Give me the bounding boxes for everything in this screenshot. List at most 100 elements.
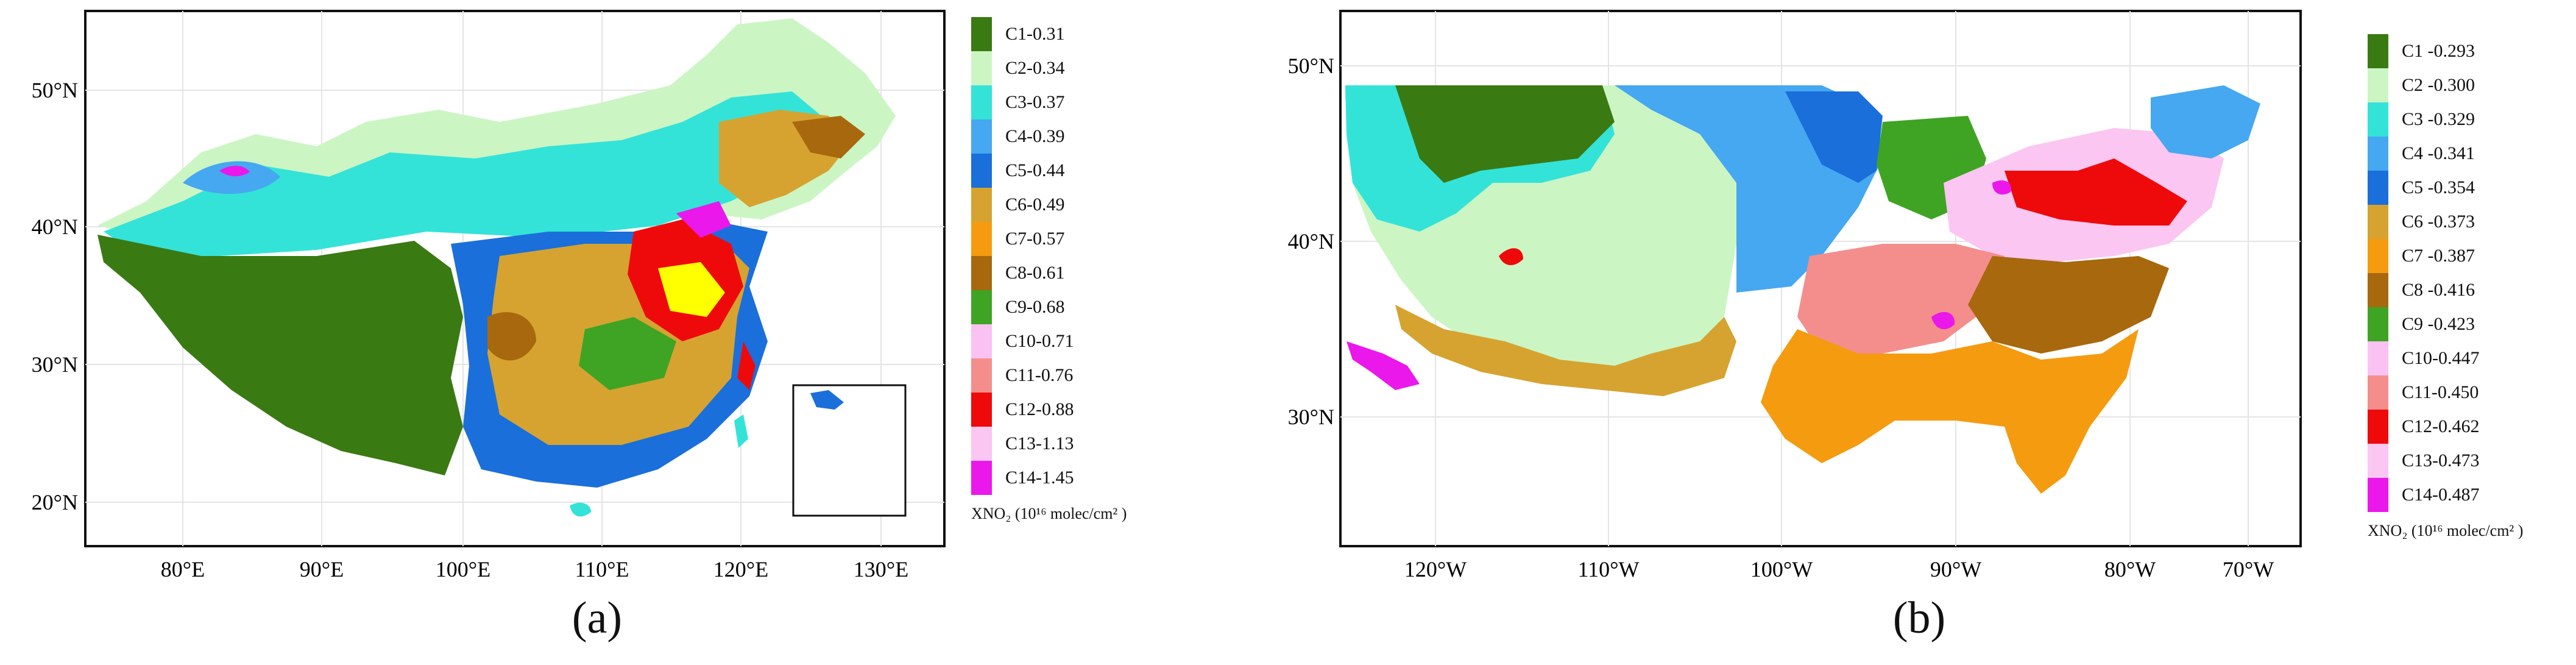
- legend-label: C4 -0.341: [2402, 143, 2475, 163]
- lon-tick: 80°E: [161, 557, 205, 581]
- legend-swatch: [971, 222, 992, 256]
- lon-axis-a: 80°E 90°E 100°E 110°E 120°E 130°E: [161, 557, 908, 581]
- legend-label: C9-0.68: [1005, 297, 1065, 317]
- map-frame-a: [84, 10, 946, 547]
- legend-swatch: [971, 85, 992, 119]
- legend-item: C3 -0.329: [2368, 102, 2475, 137]
- legend-title: XNO₂ (10¹⁶ molec/cm² ): [2368, 522, 2524, 539]
- legend-item: C6-0.49: [971, 188, 1065, 222]
- legend-swatch: [971, 427, 992, 461]
- legend-item: C4 -0.341: [2368, 137, 2475, 171]
- legend-label: C1-0.31: [1005, 24, 1065, 44]
- lat-tick: 40°N: [32, 215, 78, 239]
- lat-tick: 50°N: [1288, 54, 1334, 78]
- legend-swatch: [2368, 410, 2388, 444]
- lon-tick: 90°W: [1930, 557, 1981, 581]
- legend-label: C11-0.76: [1005, 365, 1074, 385]
- legend-item: C12-0.88: [971, 393, 1074, 427]
- legend-item: C9-0.68: [971, 290, 1065, 324]
- usa-landmass: [1345, 85, 2260, 494]
- legend-b: C1 -0.293 C2 -0.300 C3 -0.329 C4 -0.341 …: [2368, 34, 2575, 546]
- lat-tick: 30°N: [1288, 405, 1334, 429]
- map-frame-b: [1339, 10, 2302, 547]
- lat-tick: 40°N: [1288, 229, 1334, 254]
- panel-label-a: (a): [571, 593, 623, 643]
- legend-item: C2-0.34: [971, 51, 1065, 85]
- legend-item: C9 -0.423: [2368, 307, 2475, 341]
- lon-tick: 110°W: [1577, 557, 1639, 581]
- legend-label: C6-0.49: [1005, 194, 1065, 215]
- lon-axis-b: 120°W 110°W 100°W 90°W 80°W 70°W: [1404, 557, 2274, 581]
- legend-swatch: [971, 17, 992, 51]
- legend-swatch: [2368, 102, 2388, 137]
- legend-label: C13-0.473: [2402, 450, 2480, 471]
- legend-label: C1 -0.293: [2402, 41, 2475, 61]
- legend-label: C3 -0.329: [2402, 109, 2475, 129]
- legend-item: C10-0.71: [971, 324, 1074, 358]
- legend-label: C12-0.462: [2402, 416, 2480, 436]
- lon-tick: 70°W: [2223, 557, 2274, 581]
- legend-label: C9 -0.423: [2402, 314, 2475, 334]
- legend-swatch: [2368, 375, 2388, 410]
- legend-swatch: [2368, 341, 2388, 375]
- lon-tick: 100°E: [436, 557, 490, 581]
- legend-label: C10-0.447: [2402, 348, 2480, 368]
- legend-label: C8-0.61: [1005, 263, 1065, 283]
- panel-a-china-map: 50°N 40°N 30°N 20°N 80°E 90°E 100°E 110°…: [0, 0, 1255, 665]
- legend-label: C11-0.450: [2402, 382, 2479, 402]
- legend-item: C3-0.37: [971, 85, 1065, 119]
- panel-label-b: (b): [1892, 593, 1946, 643]
- legend-label: C2 -0.300: [2402, 75, 2475, 95]
- legend-label: C5-0.44: [1005, 160, 1065, 180]
- legend-label: C4-0.39: [1005, 126, 1065, 146]
- legend-label: C14-1.45: [1005, 468, 1074, 488]
- lon-tick: 100°W: [1750, 557, 1813, 581]
- legend-swatch: [971, 358, 992, 393]
- lon-tick: 110°E: [575, 557, 629, 581]
- legend-a: C1-0.31 C2-0.34 C3-0.37 C4-0.39 C5-0.44 …: [971, 17, 1251, 566]
- legend-label: C2-0.34: [1005, 58, 1065, 78]
- legend-label: C5 -0.354: [2402, 177, 2475, 197]
- legend-swatch: [971, 51, 992, 85]
- legend-swatch: [971, 393, 992, 427]
- legend-swatch: [2368, 137, 2388, 171]
- legend-swatch: [971, 119, 992, 154]
- legend-title: XNO₂ (10¹⁶ molec/cm² ): [971, 505, 1127, 522]
- lon-tick: 120°E: [713, 557, 768, 581]
- inset-box: [792, 384, 907, 517]
- lon-tick: 130°E: [854, 557, 908, 581]
- lat-axis-a: 50°N 40°N 30°N 20°N: [32, 78, 78, 514]
- legend-swatch: [2368, 307, 2388, 341]
- legend-label: C3-0.37: [1005, 92, 1065, 112]
- legend-label: C6 -0.373: [2402, 212, 2475, 232]
- legend-item: C8-0.61: [971, 256, 1065, 290]
- legend-label: C10-0.71: [1005, 331, 1074, 351]
- legend-item: C5-0.44: [971, 154, 1065, 188]
- legend-label: C14-0.487: [2402, 485, 2480, 505]
- legend-item: C1-0.31: [971, 17, 1065, 51]
- legend-item: C1 -0.293: [2368, 34, 2475, 68]
- lon-tick: 80°W: [2104, 557, 2156, 581]
- legend-item: C2 -0.300: [2368, 68, 2475, 102]
- china-landmass: [97, 18, 896, 517]
- legend-item: C5 -0.354: [2368, 171, 2475, 205]
- legend-item: C10-0.447: [2368, 341, 2480, 375]
- legend-swatch: [971, 154, 992, 188]
- legend-label: C12-0.88: [1005, 399, 1074, 419]
- legend-swatch: [2368, 444, 2388, 478]
- legend-swatch: [2368, 205, 2388, 239]
- legend-label: C7-0.57: [1005, 229, 1065, 249]
- legend-swatch: [971, 461, 992, 495]
- lat-tick: 30°N: [32, 352, 78, 377]
- lon-tick: 120°W: [1404, 557, 1467, 581]
- legend-item: C13-1.13: [971, 427, 1074, 461]
- legend-item: C7-0.57: [971, 222, 1065, 256]
- lat-tick: 20°N: [32, 490, 78, 514]
- legend-swatch: [971, 290, 992, 324]
- legend-swatch: [971, 324, 992, 358]
- lat-tick: 50°N: [32, 78, 78, 102]
- legend-swatch: [2368, 273, 2388, 307]
- legend-label: C8 -0.416: [2402, 280, 2475, 300]
- legend-item: C4-0.39: [971, 119, 1065, 154]
- legend-item: C12-0.462: [2368, 410, 2480, 444]
